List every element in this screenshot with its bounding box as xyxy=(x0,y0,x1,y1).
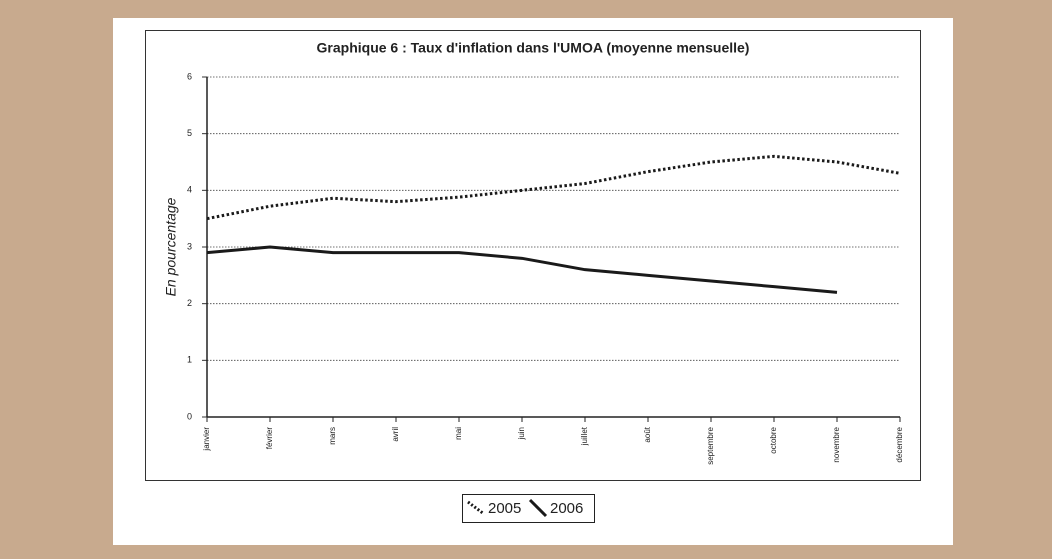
x-tick-label: février xyxy=(265,427,274,450)
chart-frame xyxy=(145,30,921,481)
x-tick-label: septembre xyxy=(706,426,715,464)
x-tick-label: décembre xyxy=(895,426,904,462)
legend-label: 2005 xyxy=(488,500,521,517)
x-tick-label: novembre xyxy=(832,426,841,462)
legend-label: 2006 xyxy=(550,500,583,517)
y-tick-label: 0 xyxy=(187,411,192,421)
series-line xyxy=(206,245,838,294)
y-tick-label: 4 xyxy=(187,185,192,195)
legend-swatch xyxy=(528,498,548,518)
legend-swatch xyxy=(467,500,485,516)
y-tick-label: 2 xyxy=(187,298,192,308)
y-tick-label: 6 xyxy=(187,71,192,81)
x-tick-label: juillet xyxy=(580,426,589,446)
series-line xyxy=(206,154,901,221)
chart-title: Graphique 6 : Taux d'inflation dans l'UM… xyxy=(317,40,750,56)
x-tick-label: mars xyxy=(328,427,337,445)
x-tick-label: janvier xyxy=(202,427,211,452)
panel xyxy=(113,18,953,545)
y-tick-label: 3 xyxy=(187,241,192,251)
y-tick-label: 5 xyxy=(187,128,192,138)
y-axis-label: En pourcentage xyxy=(163,197,179,296)
x-tick-label: mai xyxy=(454,427,463,440)
x-tick-label: juin xyxy=(517,427,526,440)
x-tick-label: octobre xyxy=(769,426,778,453)
x-tick-label: août xyxy=(643,426,652,442)
legend-box xyxy=(462,494,595,523)
x-tick-label: avril xyxy=(391,427,400,442)
y-tick-label: 1 xyxy=(187,355,192,365)
